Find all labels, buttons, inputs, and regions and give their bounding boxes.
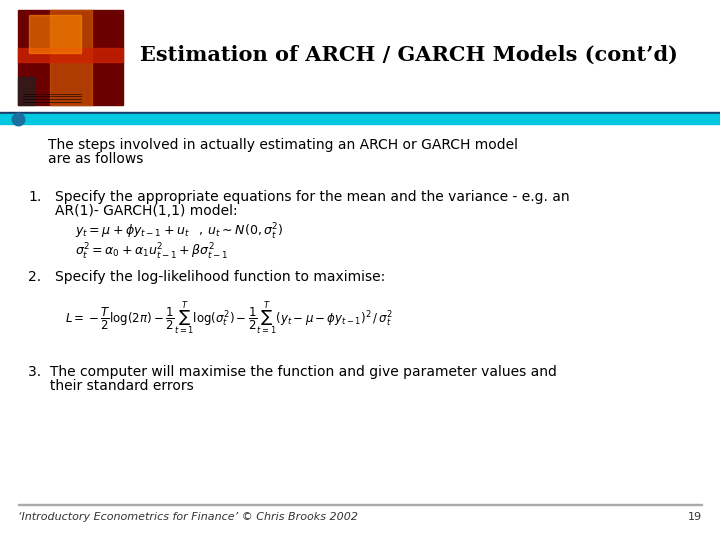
Text: The steps involved in actually estimating an ARCH or GARCH model: The steps involved in actually estimatin… xyxy=(48,138,518,152)
Bar xyxy=(18,10,123,105)
Bar xyxy=(18,48,123,62)
Bar xyxy=(0,112,720,115)
Text: Specify the log-likelihood function to maximise:: Specify the log-likelihood function to m… xyxy=(55,270,385,284)
Text: $y_t = \mu + \phi y_{t-1} + u_t \;\;\; , \; u_t \sim N(0, \sigma_t^2)$: $y_t = \mu + \phi y_{t-1} + u_t \;\;\; ,… xyxy=(75,222,284,242)
Text: 1.: 1. xyxy=(28,190,41,204)
Text: their standard errors: their standard errors xyxy=(28,379,194,393)
Text: AR(1)- GARCH(1,1) model:: AR(1)- GARCH(1,1) model: xyxy=(55,204,238,218)
Bar xyxy=(29,15,81,53)
Text: 19: 19 xyxy=(688,512,702,522)
Text: ‘Introductory Econometrics for Finance’ © Chris Brooks 2002: ‘Introductory Econometrics for Finance’ … xyxy=(18,512,358,522)
Bar xyxy=(50,10,91,105)
Text: are as follows: are as follows xyxy=(48,152,143,166)
Bar xyxy=(18,504,702,505)
Text: Specify the appropriate equations for the mean and the variance - e.g. an: Specify the appropriate equations for th… xyxy=(55,190,570,204)
Bar xyxy=(18,77,34,105)
Text: 2.: 2. xyxy=(28,270,41,284)
Text: $L = -\dfrac{T}{2}\log(2\pi) - \dfrac{1}{2}\sum_{t=1}^{T}\log(\sigma_t^2) - \dfr: $L = -\dfrac{T}{2}\log(2\pi) - \dfrac{1}… xyxy=(65,300,393,338)
Bar xyxy=(0,114,720,124)
Text: 3.  The computer will maximise the function and give parameter values and: 3. The computer will maximise the functi… xyxy=(28,365,557,379)
Text: Estimation of ARCH / GARCH Models (cont’d): Estimation of ARCH / GARCH Models (cont’… xyxy=(140,45,678,65)
Text: $\sigma_t^2 = \alpha_0 + \alpha_1 u_{t-1}^2 + \beta \sigma_{t-1}^2$: $\sigma_t^2 = \alpha_0 + \alpha_1 u_{t-1… xyxy=(75,242,228,262)
